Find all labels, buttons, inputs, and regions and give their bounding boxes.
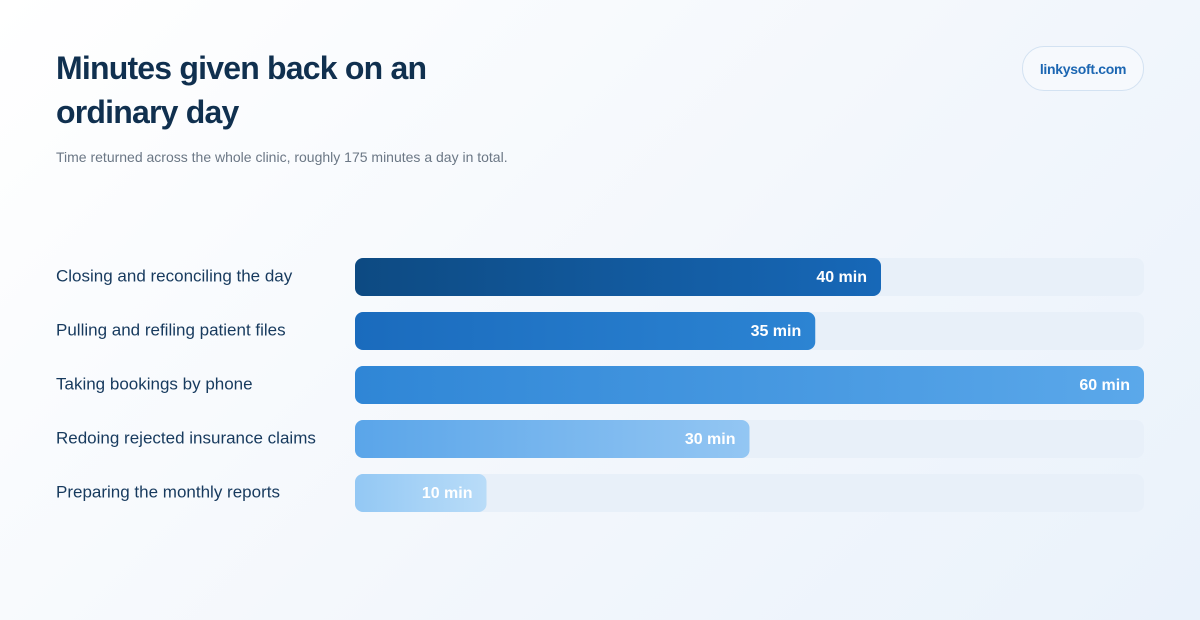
bar bbox=[355, 366, 1144, 404]
bar bbox=[355, 312, 816, 350]
bar bbox=[355, 474, 487, 512]
bar-track bbox=[355, 474, 1144, 512]
category-label: Pulling and refiling patient files bbox=[56, 320, 286, 339]
value-label: 40 min bbox=[816, 269, 867, 286]
value-label: 60 min bbox=[1079, 377, 1130, 394]
bar bbox=[355, 258, 881, 296]
brand-badge: linkysoft.com bbox=[1022, 46, 1144, 91]
value-label: 30 min bbox=[685, 431, 736, 448]
category-label: Closing and reconciling the day bbox=[56, 266, 293, 285]
category-label: Preparing the monthly reports bbox=[56, 482, 280, 501]
chart-title: Minutes given back on an ordinary day bbox=[56, 50, 427, 130]
bar bbox=[355, 420, 750, 458]
value-label: 35 min bbox=[751, 323, 802, 340]
chart-subtitle: Time returned across the whole clinic, r… bbox=[56, 149, 508, 165]
value-label: 10 min bbox=[422, 485, 473, 502]
category-label: Taking bookings by phone bbox=[56, 374, 253, 393]
category-label: Redoing rejected insurance claims bbox=[56, 428, 316, 447]
